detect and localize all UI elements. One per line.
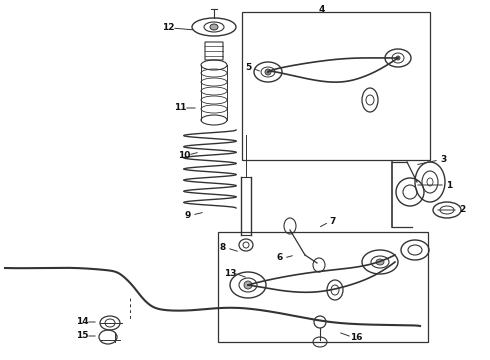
Text: 7: 7	[330, 217, 336, 226]
Ellipse shape	[376, 259, 384, 265]
Ellipse shape	[265, 69, 271, 75]
Text: 8: 8	[220, 243, 226, 252]
Ellipse shape	[210, 24, 218, 30]
Text: 6: 6	[277, 253, 283, 262]
Text: 15: 15	[76, 332, 88, 341]
Text: 3: 3	[440, 156, 446, 165]
Text: 5: 5	[245, 63, 251, 72]
Text: 11: 11	[174, 104, 186, 112]
Bar	[242, 12, 430, 160]
Text: 12: 12	[162, 23, 174, 32]
Text: 1: 1	[446, 180, 452, 189]
Text: 9: 9	[185, 211, 191, 220]
Text: 2: 2	[459, 206, 465, 215]
Text: 10: 10	[178, 150, 190, 159]
Text: 4: 4	[319, 5, 325, 14]
Text: 14: 14	[75, 318, 88, 327]
Text: 13: 13	[224, 269, 236, 278]
Text: 16: 16	[350, 333, 362, 342]
Bar	[218, 232, 428, 342]
Ellipse shape	[244, 281, 252, 289]
Ellipse shape	[396, 56, 400, 60]
